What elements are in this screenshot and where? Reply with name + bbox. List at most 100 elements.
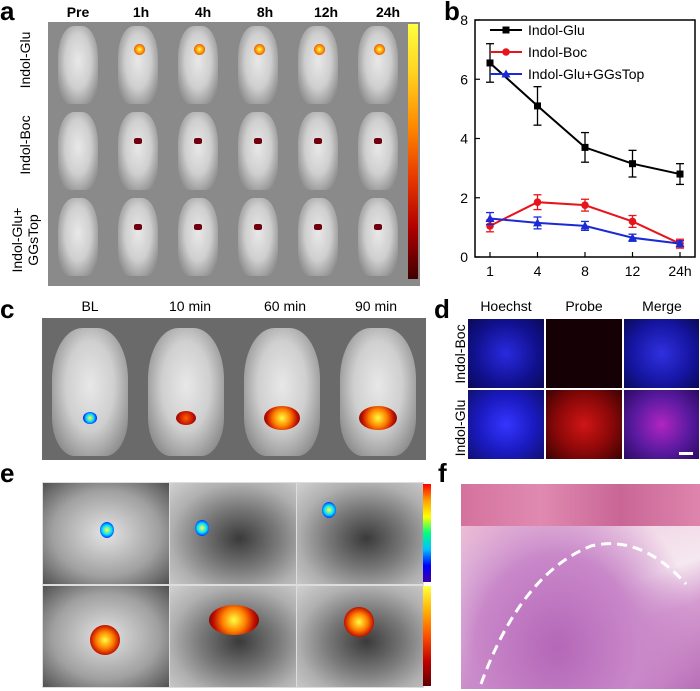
mouse-cell [298, 112, 338, 190]
dashed-boundary [479, 542, 688, 685]
chart-b-group: 0 2 4 6 8 1 4 8 12 24h Indol-Glu Indol-Boc Indol-Glu… [460, 12, 696, 279]
d-merge-glu [623, 389, 700, 460]
signal-spot [194, 224, 202, 230]
signal-spot [134, 224, 142, 230]
d-probe-boc [545, 318, 623, 389]
legend-label: Indol-Glu [528, 22, 585, 38]
panel-d-col-probe: Probe [565, 298, 603, 314]
organ-image-cell [296, 585, 424, 688]
data-point [675, 239, 685, 248]
panel-label-b: b [444, 0, 460, 26]
mouse-cell [178, 26, 218, 104]
signal-spot [322, 502, 336, 518]
x-tick-label: 4 [534, 263, 542, 279]
data-point [629, 160, 636, 168]
signal-spot [254, 224, 262, 230]
mouse-cell [238, 26, 278, 104]
time-label-24h: 24h [375, 4, 401, 20]
panel-c-label-10min: 10 min [168, 298, 212, 314]
signal-spot [134, 138, 142, 144]
mouse-cell [358, 198, 398, 276]
data-point [534, 102, 541, 110]
signal-spot [176, 411, 196, 425]
organ-image-cell [296, 482, 424, 585]
time-label-8h: 8h [256, 4, 274, 20]
signal-spot [254, 138, 262, 144]
organ-image-cell [169, 585, 297, 688]
signal-spot [254, 44, 265, 55]
mouse-cell [298, 26, 338, 104]
panel-label-a: a [0, 0, 15, 26]
signal-spot [195, 520, 209, 536]
mouse-cell [118, 198, 158, 276]
signal-spot [374, 224, 382, 230]
panel-d-row-indol-boc: Indol-Boc [452, 324, 468, 384]
data-point [486, 59, 494, 67]
d-merge-boc [623, 318, 700, 389]
mouse-cell [58, 26, 98, 104]
data-point [676, 170, 684, 178]
signal-spot [134, 44, 145, 55]
signal-spot [90, 625, 120, 655]
organ-image-cell [169, 482, 297, 585]
data-point [580, 221, 590, 230]
y-tick-label: 0 [460, 249, 468, 265]
data-point [533, 198, 542, 206]
mouse-cell [58, 112, 98, 190]
scale-bar [679, 452, 693, 455]
panel-label-d: d [434, 294, 450, 324]
row-label-indol-glu: Indol-Glu [17, 31, 33, 89]
d-hoechst-glu [467, 389, 545, 460]
signal-spot [209, 605, 259, 635]
panel-d-col-hoechst: Hoechst [480, 298, 532, 314]
colorbar-e-bottom [423, 586, 431, 686]
panel-label-f: f [438, 458, 447, 488]
x-tick-label: 24h [668, 263, 691, 279]
he-muscle-band [461, 484, 700, 526]
signal-spot [100, 522, 114, 538]
he-stain-image [461, 484, 700, 689]
panel-c-label-90min: 90 min [354, 298, 398, 314]
signal-spot [314, 44, 325, 55]
signal-spot [374, 138, 382, 144]
d-probe-glu [545, 389, 623, 460]
y-tick-label: 2 [460, 190, 468, 206]
row-label-indol-boc: Indol-Boc [17, 115, 33, 175]
signal-spot [83, 412, 97, 424]
mouse-cell [340, 328, 416, 456]
row3-label-line1: Indol-Glu+ [9, 207, 25, 273]
row-label-indol-glu-ggstop: Indol-Glu+ GGsTop [9, 190, 41, 290]
y-tick-label: 8 [460, 12, 468, 28]
mouse-cell [358, 112, 398, 190]
mouse-cell [118, 112, 158, 190]
legend-marker [502, 26, 510, 34]
mouse-cell [52, 328, 128, 456]
panel-d-col-merge: Merge [642, 298, 682, 314]
panel-d-image [467, 318, 700, 460]
signal-spot [374, 44, 385, 55]
signal-spot [264, 406, 300, 430]
panel-c-image [42, 318, 426, 460]
dashed-boundary-line [479, 542, 688, 685]
data-point [628, 217, 637, 226]
colorbar-a [408, 24, 418, 279]
x-tick-label: 8 [581, 263, 589, 279]
panel-e-image [42, 482, 424, 688]
mouse-cell [298, 198, 338, 276]
time-label-4h: 4h [194, 4, 212, 20]
legend-label: Indol-Boc [528, 44, 587, 60]
signal-spot [314, 224, 322, 230]
data-point [533, 218, 542, 227]
mouse-cell [58, 198, 98, 276]
mouse-cell [148, 328, 224, 456]
row3-label-line2: GGsTop [25, 214, 41, 266]
y-tick-label: 4 [460, 131, 468, 147]
signal-spot [194, 138, 202, 144]
time-label-12h: 12h [313, 4, 339, 20]
mouse-cell [118, 26, 158, 104]
time-label-1h: 1h [132, 4, 150, 20]
panel-label-e: e [0, 458, 15, 488]
x-tick-label: 1 [486, 263, 494, 279]
x-tick-label: 12 [625, 263, 641, 279]
mouse-cell [238, 112, 278, 190]
